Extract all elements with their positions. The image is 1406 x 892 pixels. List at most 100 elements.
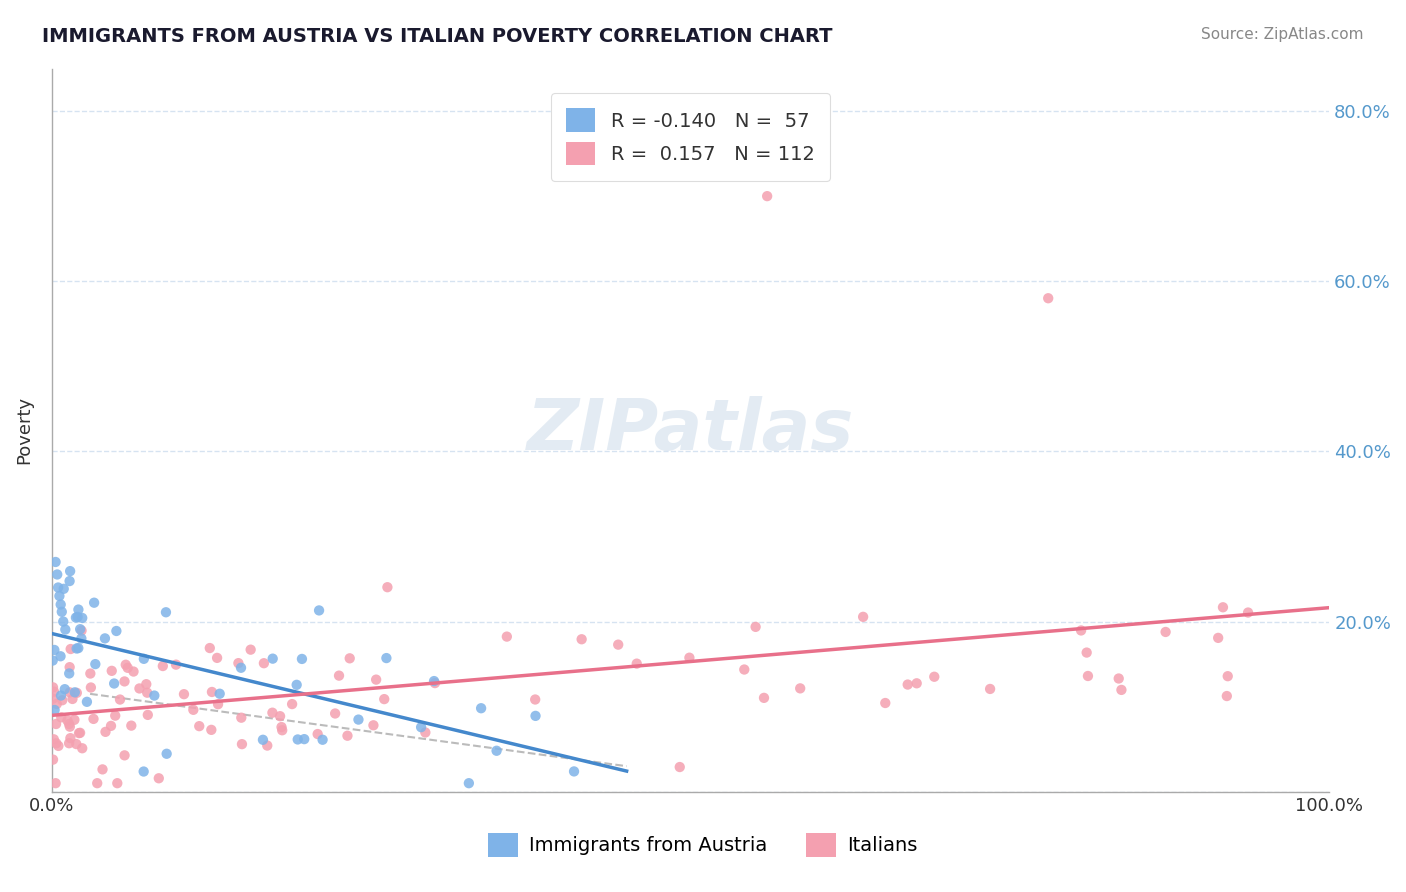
Point — [45, 555, 67, 569]
Point — [201, 685, 224, 699]
Point — [423, 674, 446, 689]
Point — [83, 712, 105, 726]
Point — [65, 737, 87, 751]
Point — [239, 642, 262, 657]
Point — [1206, 631, 1229, 645]
Point — [1077, 669, 1099, 683]
Point — [59, 642, 82, 657]
Point — [271, 723, 294, 738]
Point — [51, 605, 73, 619]
Point — [311, 732, 333, 747]
Point — [253, 657, 276, 671]
Point — [165, 657, 187, 672]
Point — [86, 776, 108, 790]
Point — [58, 666, 80, 681]
Point — [45, 697, 67, 711]
Point — [122, 665, 145, 679]
Point — [1070, 624, 1092, 638]
Point — [183, 703, 205, 717]
Point — [269, 709, 291, 723]
Point — [363, 718, 385, 732]
Point — [1108, 672, 1130, 686]
Point — [1212, 600, 1234, 615]
Point — [905, 676, 928, 690]
Point — [84, 657, 107, 672]
Point — [114, 748, 136, 763]
Point — [524, 709, 547, 723]
Point — [1154, 624, 1177, 639]
Point — [173, 687, 195, 701]
Point — [66, 610, 89, 624]
Point — [105, 776, 128, 790]
Point — [495, 630, 517, 644]
Point — [752, 690, 775, 705]
Point — [94, 724, 117, 739]
Y-axis label: Poverty: Poverty — [15, 396, 32, 464]
Point — [231, 711, 253, 725]
Point — [281, 697, 304, 711]
Point — [58, 736, 80, 750]
Point — [59, 731, 82, 746]
Point — [56, 714, 79, 728]
Point — [65, 641, 87, 656]
Point — [562, 764, 585, 779]
Point — [53, 623, 76, 637]
Point — [59, 564, 82, 578]
Point — [91, 763, 114, 777]
Point — [66, 686, 89, 700]
Point — [262, 706, 284, 720]
Point — [79, 666, 101, 681]
Point — [117, 661, 139, 675]
Point — [49, 598, 72, 612]
Text: Source: ZipAtlas.com: Source: ZipAtlas.com — [1201, 27, 1364, 42]
Point — [128, 681, 150, 696]
Point — [100, 664, 122, 678]
Point — [69, 726, 91, 740]
Point — [366, 673, 388, 687]
Point — [83, 596, 105, 610]
Point — [470, 701, 492, 715]
Point — [69, 622, 91, 636]
Point — [375, 651, 398, 665]
Point — [485, 744, 508, 758]
Point — [136, 707, 159, 722]
Point — [852, 610, 875, 624]
Point — [328, 668, 350, 682]
Point — [45, 717, 67, 731]
Point — [67, 641, 90, 656]
Point — [67, 602, 90, 616]
Point — [231, 737, 253, 751]
Point — [44, 703, 66, 717]
Text: IMMIGRANTS FROM AUSTRIA VS ITALIAN POVERTY CORRELATION CHART: IMMIGRANTS FROM AUSTRIA VS ITALIAN POVER… — [42, 27, 832, 45]
Point — [270, 720, 292, 734]
Point — [70, 632, 93, 646]
Point — [42, 681, 65, 695]
Point — [63, 713, 86, 727]
Point — [62, 692, 84, 706]
Point — [626, 657, 648, 671]
Point — [423, 676, 446, 690]
Point — [1038, 291, 1060, 305]
Point — [897, 677, 920, 691]
Point — [524, 692, 547, 706]
Point — [104, 708, 127, 723]
Point — [135, 677, 157, 691]
Point — [207, 697, 229, 711]
Point — [789, 681, 811, 696]
Point — [756, 189, 779, 203]
Point — [58, 717, 80, 731]
Point — [733, 663, 755, 677]
Point — [205, 651, 228, 665]
Point — [53, 682, 76, 697]
Point — [744, 620, 766, 634]
Point — [59, 720, 82, 734]
Point — [114, 674, 136, 689]
Point — [292, 732, 315, 747]
Point — [67, 726, 90, 740]
Point — [44, 643, 66, 657]
Point — [1237, 606, 1260, 620]
Point — [51, 710, 73, 724]
Point — [148, 772, 170, 786]
Point — [308, 603, 330, 617]
Point — [415, 725, 437, 739]
